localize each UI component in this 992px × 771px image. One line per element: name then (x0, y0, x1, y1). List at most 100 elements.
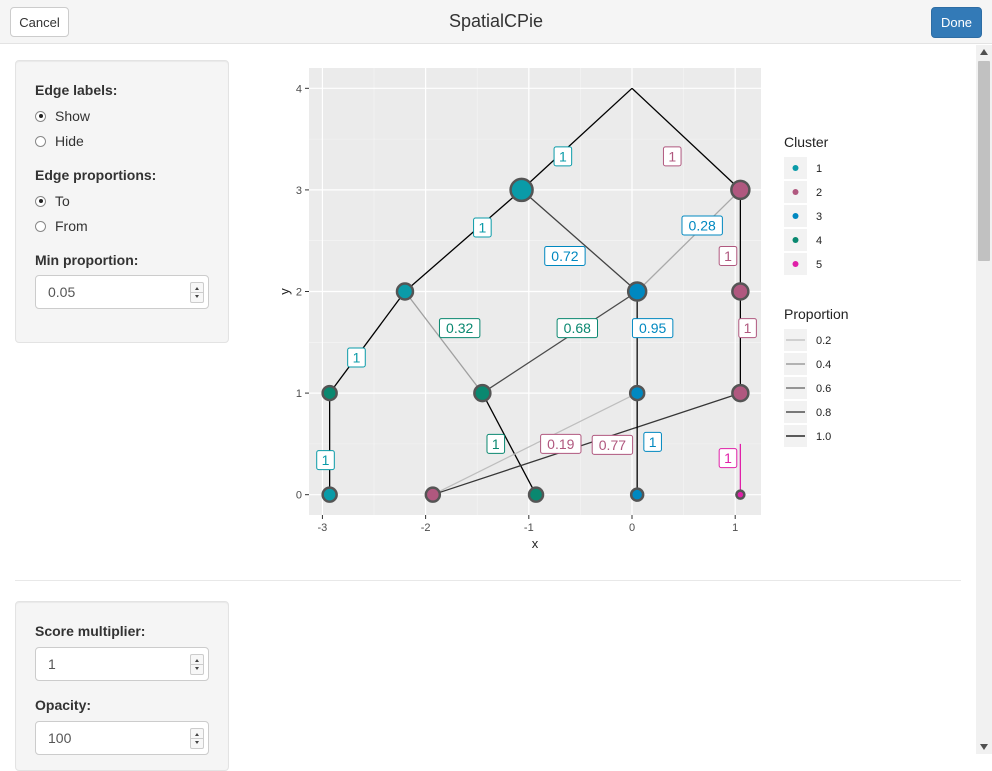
cluster-node (473, 383, 492, 403)
tree-edge (631, 87, 741, 191)
edge-label-box (486, 433, 506, 454)
edge-labels-label: Edge labels: (35, 82, 118, 98)
top-bar: Cancel SpatialCPie Done (0, 0, 992, 44)
page-title: SpatialCPie (448, 11, 544, 31)
edge-label-box (738, 318, 757, 339)
min-proportion-input[interactable]: 0.05 (35, 275, 209, 309)
tree-edge (329, 291, 406, 394)
y-tick-label: 2 (296, 287, 302, 299)
edge-label-box (473, 217, 492, 238)
edge-label: 1 (316, 450, 335, 471)
cluster-node (735, 489, 746, 500)
y-tick-label: 0 (296, 490, 302, 502)
tree-edge (521, 87, 633, 191)
radio-to-label: To (55, 193, 70, 209)
tree-edge (636, 189, 741, 292)
edge-label-box (438, 318, 481, 339)
edge-label-box (631, 318, 674, 339)
radio-show[interactable] (35, 110, 46, 122)
stepper-up-icon[interactable] (195, 659, 199, 662)
min-proportion-value: 0.05 (48, 284, 76, 300)
edge-label-box (718, 245, 738, 266)
stepper-up-icon[interactable] (195, 733, 199, 736)
radio-show-label: Show (55, 108, 91, 124)
min-proportion-stepper[interactable] (190, 282, 204, 303)
edge-label-box (553, 146, 573, 167)
edge-label-text: 0.32 (446, 320, 473, 336)
radio-hide-label: Hide (55, 133, 84, 149)
legend-proportion-label: 1.0 (816, 431, 831, 443)
edge-label: 1 (553, 146, 573, 167)
x-tick-label: 0 (629, 522, 635, 534)
edge-labels-show-option[interactable]: Show (35, 107, 90, 125)
edge-label-box (662, 146, 682, 167)
opacity-value: 100 (48, 730, 72, 746)
opacity-input[interactable]: 100 (35, 721, 209, 755)
score-multiplier-stepper[interactable] (190, 654, 204, 675)
legend-cluster-swatch (792, 213, 799, 219)
radio-from-label: From (55, 218, 88, 234)
radio-hide[interactable] (35, 135, 46, 147)
tree-edge (404, 189, 523, 292)
edge-label: 1 (473, 217, 492, 238)
cluster-node (629, 487, 645, 502)
stepper-up-icon[interactable] (195, 287, 199, 290)
radio-from[interactable] (35, 220, 46, 232)
scrollbar-thumb[interactable] (978, 61, 990, 261)
done-button[interactable]: Done (931, 7, 982, 38)
edge-label: 1 (718, 245, 738, 266)
edge-labels-hide-option[interactable]: Hide (35, 132, 84, 150)
score-multiplier-input[interactable]: 1 (35, 647, 209, 681)
cluster-node (424, 486, 442, 503)
stepper-down-icon[interactable] (195, 667, 199, 670)
edge-label-box (316, 450, 335, 471)
legend-proportion-title: Proportion (784, 306, 849, 322)
edge-proportions-to-option[interactable]: To (35, 192, 70, 210)
edge-label-box (556, 318, 599, 339)
legend-cluster-label: 5 (816, 259, 822, 271)
y-tick-label: 4 (296, 83, 302, 95)
edge-proportions-from-option[interactable]: From (35, 217, 88, 235)
tree-edge (521, 189, 638, 292)
edge-label: 1 (738, 318, 757, 339)
legend-proportion-label: 0.6 (816, 383, 831, 395)
legend-cluster-label: 1 (816, 163, 822, 175)
legend-proportion-label: 0.4 (816, 359, 831, 371)
edge-label: 1 (486, 433, 506, 454)
y-axis-label: y (277, 288, 292, 295)
edge-label-text: 1 (353, 350, 361, 366)
edge-label: 0.32 (438, 318, 481, 339)
x-tick-label: -3 (318, 522, 328, 534)
cluster-node (395, 282, 415, 301)
cancel-button[interactable]: Cancel (10, 7, 69, 37)
x-tick-label: 1 (732, 522, 738, 534)
radio-to[interactable] (35, 195, 46, 207)
legend-cluster-label: 4 (816, 235, 822, 247)
tree-edge (481, 392, 537, 495)
opacity-stepper[interactable] (190, 728, 204, 749)
edge-label-box (544, 245, 586, 266)
cluster-node (626, 281, 648, 302)
edge-label-box (681, 215, 723, 236)
edge-label: 0.19 (540, 433, 582, 454)
edge-label: 0.68 (556, 318, 599, 339)
edge-label: 1 (347, 347, 366, 368)
vertical-scrollbar[interactable] (976, 45, 992, 754)
tree-edge (404, 291, 483, 394)
edge-label-text: 0.72 (551, 248, 578, 264)
cluster-node (731, 282, 750, 301)
scroll-down-arrow-icon[interactable] (980, 744, 988, 750)
scroll-up-arrow-icon[interactable] (980, 49, 988, 55)
x-axis-label: x (532, 536, 539, 551)
edge-label-text: 1 (492, 436, 500, 452)
legend-proportion-label: 0.8 (816, 407, 831, 419)
cluster-node (731, 383, 750, 403)
stepper-down-icon[interactable] (195, 295, 199, 298)
stepper-down-icon[interactable] (195, 741, 199, 744)
edge-label: 0.28 (681, 215, 723, 236)
edge-label: 0.77 (591, 434, 634, 455)
display-controls-panel: Score multiplier: 1 Opacity: 100 (15, 601, 229, 771)
edge-proportions-label: Edge proportions: (35, 167, 157, 183)
edge-label-text: 0.95 (639, 320, 666, 336)
cluster-node (321, 384, 338, 402)
